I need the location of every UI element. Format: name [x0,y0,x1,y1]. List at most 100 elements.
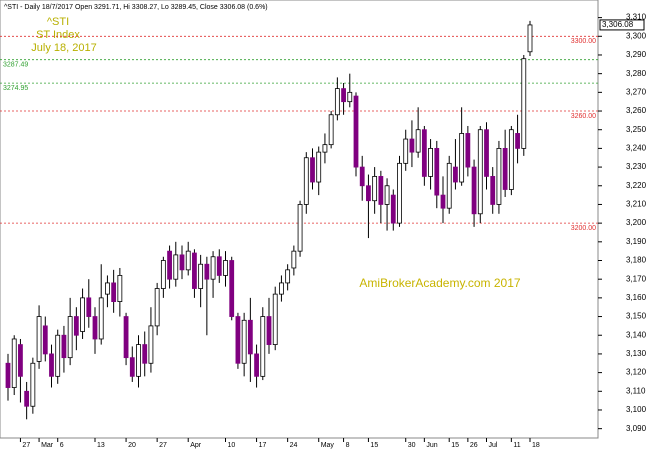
level-label: 3274.95 [3,85,28,92]
x-tick-label: 18 [532,442,540,449]
y-tick-label: 3,120 [626,368,647,377]
x-tick-label: May [321,442,335,449]
level-label: 3287.49 [3,62,28,69]
candle-body [55,334,61,377]
y-tick-label: 3,100 [626,405,647,414]
candle-body [490,176,496,205]
candle-body [204,263,210,280]
y-tick-label: 3,150 [626,312,647,321]
candle-body [502,147,508,190]
watermark: AmiBrokerAcademy.com 2017 [359,276,521,290]
candle-body [247,319,253,355]
candle-body [384,185,390,205]
candle-body [24,390,30,407]
candle-body [154,288,160,327]
x-tick-label: 15 [451,442,459,449]
candle-body [105,282,110,295]
candle-body [353,95,359,168]
y-tick-label: 3,140 [626,330,647,339]
x-tick-label: 17 [259,442,267,449]
x-tick-label: 13 [97,442,105,449]
candle-body [372,176,378,202]
candle-body [459,133,465,183]
y-tick-label: 3,220 [626,181,647,190]
candle-body [508,129,514,190]
candle-body [179,254,185,271]
candle-body [465,133,471,168]
candle-body [210,256,216,280]
candle-body [397,162,402,224]
x-tick-label: 26 [470,442,478,449]
candle-body [421,129,427,177]
candle-body [297,204,303,252]
candle-body [129,357,135,377]
candle-body [98,297,104,340]
y-tick-label: 3,130 [626,349,647,358]
candle-body [428,147,433,177]
candle-body [185,250,191,271]
candle-body [366,185,371,202]
y-tick-label: 3,200 [626,218,647,227]
y-tick-label: 3,170 [626,274,647,283]
candle-body [5,362,11,388]
y-tick-label: 3,180 [626,256,647,265]
chart-title: ^STI [47,16,69,28]
candle-body [527,24,533,53]
candle-body [347,91,353,103]
candle-body [92,316,98,340]
candle-body [123,316,129,359]
candle-body [285,269,291,284]
candle-body [223,260,228,276]
candle-body [310,157,315,183]
candle-body [316,151,322,183]
x-tick-label: Jun [426,442,437,449]
level-label: 3260.00 [571,113,596,120]
candle-body [328,114,334,146]
x-tick-label: 6 [60,442,64,449]
candle-body [266,316,272,345]
candle-body [446,162,452,209]
y-tick-label: 3,250 [626,125,647,134]
candle-body [111,282,117,303]
candle-body [334,88,340,116]
candle-body [167,250,172,280]
level-label: 3200.00 [571,225,596,232]
candle-body [61,334,67,359]
y-tick-label: 3,300 [626,31,647,40]
candle-body [235,316,241,364]
candle-body [117,275,123,303]
x-tick-label: 11 [513,442,520,449]
y-tick-label: 3,110 [626,386,646,395]
date-label: July 18, 2017 [31,42,96,54]
y-tick-label: 3,090 [626,424,647,433]
candle-body [409,138,415,153]
candle-body [291,250,297,269]
candle-body [378,176,384,205]
candle-body [521,58,527,149]
candle-body [477,129,483,215]
candle-body [303,157,309,205]
candle-body [254,353,259,377]
y-tick-label: 3,260 [626,106,647,115]
x-tick-label: 8 [346,442,350,449]
candle-body [136,344,141,377]
candle-body [160,260,166,289]
candle-body [30,362,36,407]
x-tick-label: 15 [370,442,378,449]
candle-body [359,166,365,187]
x-tick-label: 27 [159,442,167,449]
candle-body [42,325,48,355]
candle-body [403,138,409,164]
candle-body [515,133,520,149]
chart-subtitle: ST Index [36,29,80,41]
y-tick-label: 3,290 [626,50,647,59]
y-tick-label: 3,190 [626,237,647,246]
candle-body [453,166,458,183]
y-tick-label: 3,270 [626,87,647,96]
candle-body [36,316,42,362]
candle-body [322,144,328,153]
candle-body [86,297,92,317]
candle-body [198,263,204,289]
candle-body [229,260,235,317]
